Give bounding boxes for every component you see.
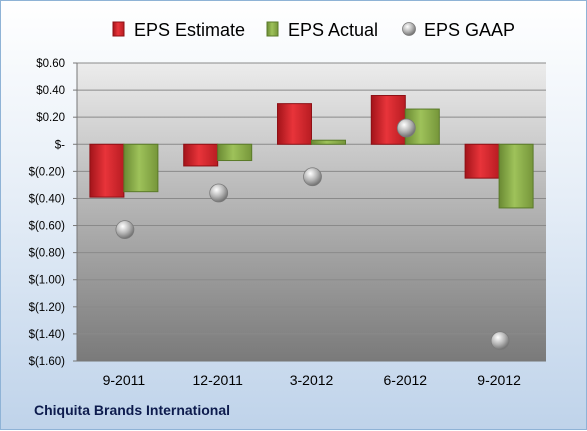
- legend-actual-swatch: [266, 21, 279, 37]
- eps-actual-bar: [217, 143, 253, 162]
- legend-gaap-label: EPS GAAP: [424, 20, 515, 40]
- y-tick-label: $(0.60): [29, 221, 66, 233]
- legend-gaap-swatch: [402, 22, 416, 36]
- y-tick-label: $0.60: [36, 58, 65, 70]
- company-name: Chiquita Brands International: [34, 402, 231, 418]
- x-tick-label: 6-2012: [384, 372, 428, 388]
- legend-actual-label: EPS Actual: [288, 20, 378, 40]
- eps-estimate-bar: [183, 143, 219, 167]
- y-tick-label: $(1.00): [29, 275, 66, 287]
- legend-estimate-swatch: [112, 21, 125, 37]
- eps-actual-bar: [311, 139, 346, 145]
- legend-estimate-label: EPS Estimate: [134, 20, 245, 40]
- y-tick-label: $(1.20): [29, 302, 66, 314]
- x-tick-label: 12-2011: [193, 372, 244, 388]
- y-tick-label: $(0.80): [29, 248, 66, 260]
- x-tick-label: 3-2012: [290, 372, 334, 388]
- y-tick-label: $(0.40): [29, 193, 66, 205]
- eps-estimate-bar: [89, 143, 125, 198]
- x-tick-label: 9-2011: [103, 372, 146, 388]
- eps-actual-bar: [123, 143, 159, 193]
- y-tick-label: $0.20: [36, 112, 65, 124]
- y-tick-label: $(1.60): [29, 356, 66, 368]
- eps-gaap-point: [209, 183, 229, 203]
- eps-gaap-point: [115, 220, 135, 240]
- eps-gaap-point: [396, 118, 416, 138]
- eps-estimate-bar: [370, 95, 406, 145]
- eps-gaap-point: [303, 167, 322, 187]
- y-tick-label: $(0.20): [29, 166, 66, 178]
- eps-estimate-bar: [464, 143, 500, 179]
- y-tick-label: $(1.40): [29, 329, 66, 341]
- y-tick-label: $0.40: [36, 85, 65, 97]
- eps-estimate-bar: [277, 103, 312, 145]
- eps-actual-bar: [498, 143, 534, 209]
- eps-gaap-point: [490, 331, 510, 351]
- y-tick-label: $-: [55, 139, 65, 151]
- x-tick-label: 9-2012: [477, 372, 521, 388]
